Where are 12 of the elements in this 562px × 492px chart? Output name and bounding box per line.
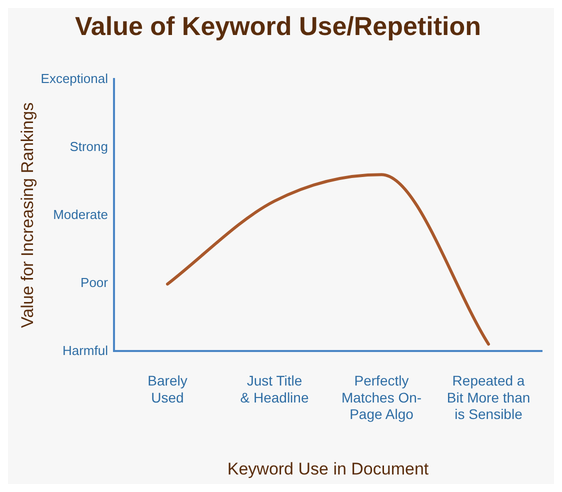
chart-title: Value of Keyword Use/Repetition: [75, 10, 481, 41]
y-axis-title: Value for Increasing Rankings: [18, 102, 37, 328]
x-tick-label: Just Title & Headline: [240, 372, 309, 406]
text: Moderate: [53, 206, 108, 222]
text: Harmful: [62, 342, 108, 358]
x-axis-title: Keyword Use in Document: [227, 459, 429, 478]
x-tick-label: Repeated a Bit More than is Sensible: [446, 372, 530, 422]
text: Poor: [80, 274, 109, 290]
text: Exceptional: [40, 70, 108, 86]
x-tick-label: Barely Used: [148, 372, 188, 406]
text: Strong: [70, 138, 108, 154]
x-tick-label: Perfectly Matches On- Page Algo: [341, 372, 422, 422]
